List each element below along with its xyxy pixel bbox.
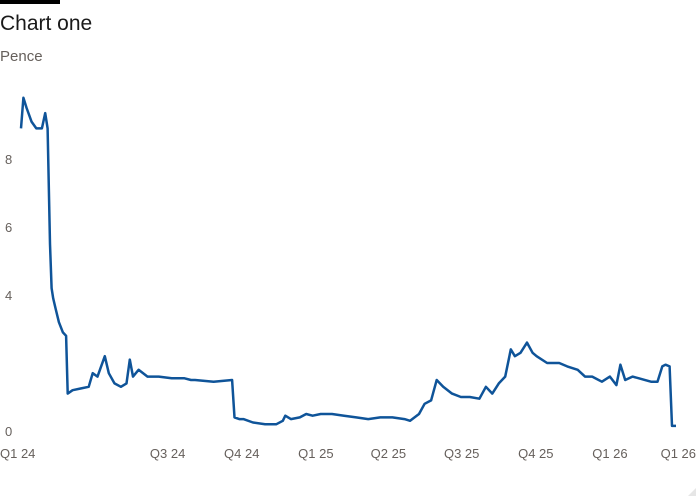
y-tick-label: 0 <box>5 424 12 439</box>
x-tick-label: Q4 25 <box>518 446 553 461</box>
chart-title: Chart one <box>0 12 93 35</box>
x-tick-label: Q3 24 <box>150 446 185 461</box>
resize-handle-icon <box>688 488 696 496</box>
brand-bar <box>0 0 60 4</box>
x-tick-label: Q1 26 <box>592 446 627 461</box>
y-tick-label: 8 <box>5 152 12 167</box>
x-tick-label: Q3 25 <box>444 446 479 461</box>
chart-subtitle: Pence <box>0 48 43 65</box>
y-tick-label: 4 <box>5 288 12 303</box>
x-tick-label: Q1 25 <box>298 446 333 461</box>
x-tick-label: Q1 26 <box>661 446 696 461</box>
x-tick-label: Q1 24 <box>0 446 35 461</box>
x-tick-label: Q4 24 <box>224 446 259 461</box>
x-tick-label: Q2 25 <box>371 446 406 461</box>
series-line <box>19 96 676 428</box>
y-tick-label: 6 <box>5 220 12 235</box>
